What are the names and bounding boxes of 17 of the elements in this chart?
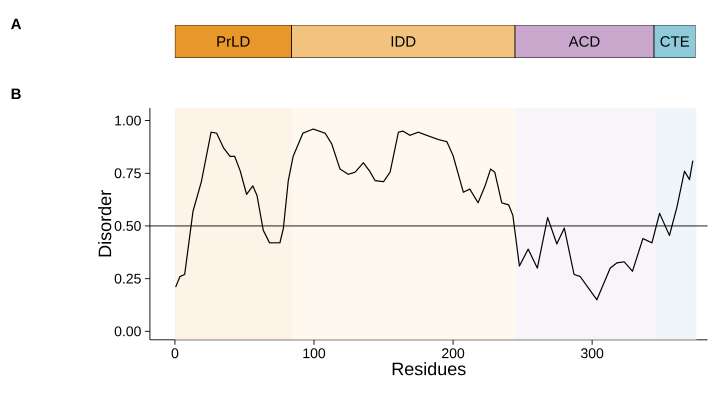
y-tick-label: 1.00 — [115, 116, 141, 126]
y-tick-label: 0.25 — [114, 274, 141, 284]
x-tick-label: 300 — [580, 348, 604, 358]
series-label: IDD — [392, 36, 416, 47]
y-tick-label: 0.75 — [114, 168, 141, 178]
x-tick-label: 100 — [303, 348, 326, 358]
y-tick-label: 0.50 — [114, 221, 141, 232]
series-label: CTE — [660, 36, 690, 47]
x-tick-label: 200 — [442, 348, 464, 358]
text: B — [12, 88, 21, 100]
text: A — [11, 18, 22, 30]
series-label: PrLD — [217, 36, 250, 47]
x-tick-label: 0 — [172, 348, 178, 358]
x-axis-title: Residues — [392, 362, 466, 376]
y-tick-label: 0.00 — [114, 326, 141, 336]
y-axis-title: Disorder — [98, 190, 112, 256]
series-label: ACD — [568, 36, 600, 47]
